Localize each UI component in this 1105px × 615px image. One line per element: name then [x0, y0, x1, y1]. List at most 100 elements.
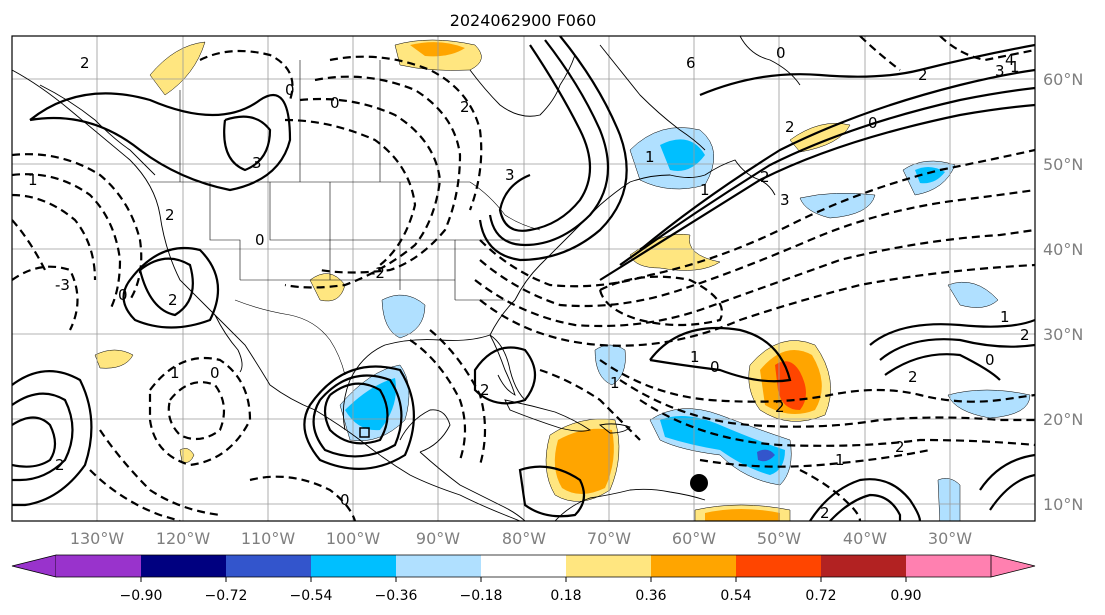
contour-label: 2 — [760, 168, 770, 186]
lon-label: 130°W — [70, 529, 125, 548]
colorbar-tick-label: −0.36 — [375, 588, 418, 604]
contour-label: 2 — [480, 381, 490, 399]
contour-labels: 2 0 3 2 1 0 0 -3 2 3 2 0 6 0 1 2 4 3 2 1… — [28, 44, 1030, 522]
contour-label: 1 — [835, 451, 845, 469]
contour-label: 2 — [80, 54, 90, 72]
colorbar-bin — [481, 555, 566, 577]
contour-label: -3 — [55, 276, 70, 294]
contour-label: 2 — [55, 456, 65, 474]
lat-label: 20°N — [1043, 410, 1083, 429]
coastline-greenland — [739, 36, 801, 86]
lat-label: 40°N — [1043, 240, 1083, 259]
colorbar-tick-label: −0.54 — [290, 588, 333, 604]
contour-label: 3 — [505, 166, 515, 184]
lat-label: 50°N — [1043, 155, 1083, 174]
colorbar-bin — [141, 555, 226, 577]
contour-label: 2 — [908, 368, 918, 386]
coastline-hispaniola — [598, 423, 631, 434]
contour-label: 0 — [868, 114, 878, 132]
colorbar-tick-label: −0.90 — [120, 588, 163, 604]
colorbar-tick-label: −0.18 — [460, 588, 503, 604]
coastline-east-us — [489, 181, 631, 336]
shade-positive — [94, 349, 134, 369]
latitude-labels: 60°N 50°N 40°N 30°N 20°N 10°N — [1043, 70, 1083, 514]
colorbar-tick-label: 0.36 — [635, 588, 666, 604]
contour-label: 1 — [28, 171, 38, 189]
colorbar-bin — [226, 555, 311, 577]
shade-positive-strong — [705, 509, 780, 521]
colorbar-bin — [736, 555, 821, 577]
lon-label: 100°W — [326, 529, 381, 548]
colorbar-tick-label: −0.72 — [205, 588, 248, 604]
colorbar-tick-label: 0.90 — [890, 588, 921, 604]
low-center-marker — [359, 427, 370, 438]
coastline-baja — [214, 314, 243, 373]
contours-negative — [12, 36, 1035, 521]
lon-label: 60°W — [672, 529, 716, 548]
colorbar-ticks — [140, 577, 907, 582]
contour-label: 2 — [460, 98, 470, 116]
colorbar-bin — [56, 555, 141, 577]
shade-negative — [381, 294, 426, 339]
contour-label: 1 — [1010, 58, 1020, 76]
contour-label: 0 — [118, 286, 128, 304]
contour-label: 1 — [170, 364, 180, 382]
contour-label: 1 — [610, 374, 620, 392]
coastline-yucatan — [399, 409, 451, 453]
contour-label: 0 — [985, 351, 995, 369]
colorbar: −0.90 −0.72 −0.54 −0.36 −0.18 0.18 0.36 … — [11, 554, 1036, 604]
contour-label: 1 — [700, 181, 710, 199]
contour-label: 2 — [918, 66, 928, 84]
shade-negative — [947, 389, 1031, 419]
contour-label: 0 — [330, 94, 340, 112]
shade-negative-strong — [660, 416, 785, 475]
coastline-south-america — [554, 488, 706, 521]
colorbar-tick-label: 0.54 — [720, 588, 751, 604]
colorbar-extend-high — [990, 554, 1036, 578]
shade-positive-strong — [554, 428, 614, 494]
contour-label: 2 — [1020, 326, 1030, 344]
colorbar-bin — [906, 555, 991, 577]
shade-negative-strong — [345, 378, 396, 431]
shade-positive — [789, 123, 851, 153]
contour-label: 3 — [252, 154, 262, 172]
shade-positive — [149, 41, 206, 96]
map-title: 2024062900 F060 — [450, 11, 597, 30]
coastline-labrador — [599, 44, 706, 151]
lon-label: 50°W — [757, 529, 801, 548]
map-frame — [11, 35, 1036, 522]
map-area: 2 0 3 2 1 0 0 -3 2 3 2 0 6 0 1 2 4 3 2 1… — [12, 36, 1035, 522]
contour-label: 1 — [645, 148, 655, 166]
contour-label: 0 — [210, 364, 220, 382]
contour-label: 4 — [1005, 51, 1015, 69]
coastline-cuba — [504, 399, 592, 432]
shade-negative-strong — [915, 166, 945, 184]
contour-label: 0 — [710, 358, 720, 376]
lon-label: 80°W — [502, 529, 546, 548]
lon-label: 90°W — [416, 529, 460, 548]
colorbar-bin — [651, 555, 736, 577]
colorbar-extend-low — [11, 554, 57, 578]
contours-positive — [12, 36, 1035, 521]
colorbar-tick-label: 0.72 — [805, 588, 836, 604]
coastline-canada-east — [629, 159, 776, 196]
colorbar-bin — [396, 555, 481, 577]
contour-label: -2 — [370, 264, 385, 282]
contour-label: 1 — [1000, 308, 1010, 326]
shade-negative-max — [757, 449, 775, 462]
colorbar-tick-label: 0.18 — [550, 588, 581, 604]
contour-label: 6 — [686, 54, 696, 72]
contour-label: 2 — [775, 398, 785, 416]
storm-center-marker — [690, 474, 708, 492]
contour-label: 1 — [690, 348, 700, 366]
coastline-central-america — [419, 451, 526, 521]
contour-label: 3 — [995, 62, 1005, 80]
lon-label: 120°W — [156, 529, 211, 548]
contour-label: 2 — [820, 504, 830, 522]
colorbar-bin — [311, 555, 396, 577]
lat-label: 60°N — [1043, 70, 1083, 89]
contour-label: 2 — [895, 438, 905, 456]
contour-label: 0 — [340, 491, 350, 509]
lat-label: 30°N — [1043, 325, 1083, 344]
